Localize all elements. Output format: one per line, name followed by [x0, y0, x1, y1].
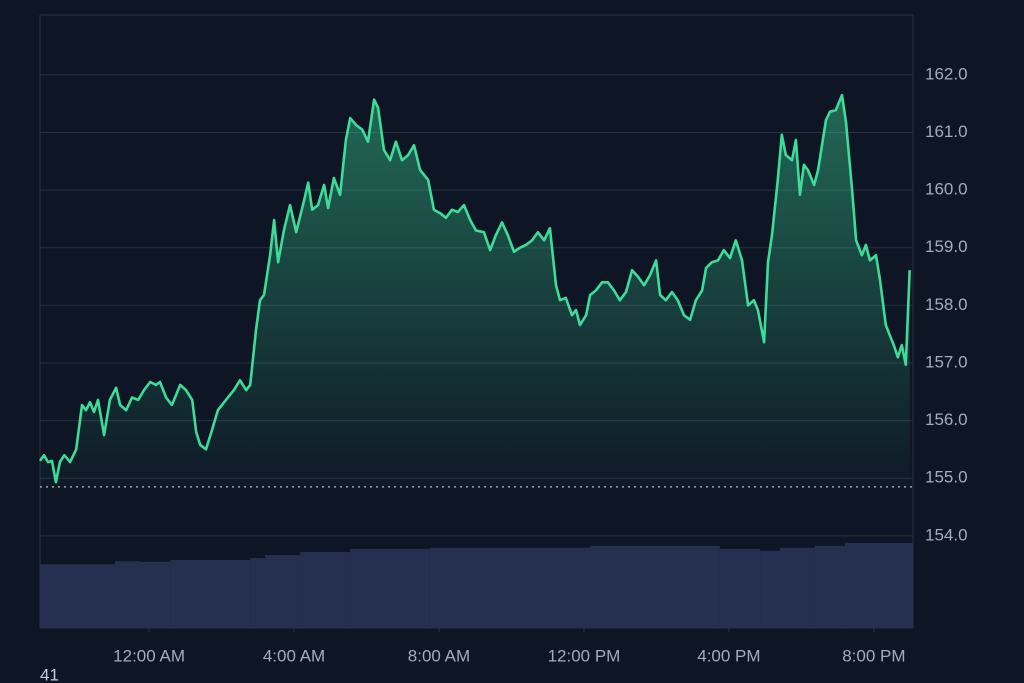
annotation: 41 — [40, 665, 59, 683]
y-tick-label: 159.0 — [925, 237, 968, 256]
volume-bar — [780, 547, 815, 628]
y-tick-label: 162.0 — [925, 64, 968, 83]
y-tick-label: 158.0 — [925, 295, 968, 314]
volume-bar — [814, 545, 845, 628]
volume-bar — [844, 542, 913, 628]
volume-bar — [140, 561, 171, 628]
y-tick-label: 155.0 — [925, 468, 968, 487]
volume-bar — [760, 550, 781, 628]
volume-bar — [40, 564, 116, 628]
price-line — [38, 93, 911, 484]
y-tick-label: 161.0 — [925, 122, 968, 141]
y-tick-label: 160.0 — [925, 180, 968, 199]
volume-bar — [429, 547, 591, 628]
y-tick-label: 157.0 — [925, 352, 968, 371]
volume-bar — [115, 561, 141, 628]
x-tick-label: 4:00 PM — [697, 646, 760, 665]
volume-bar — [265, 555, 301, 628]
x-tick-label: 4:00 AM — [263, 646, 325, 665]
volume-bar — [250, 558, 266, 628]
area-fill — [40, 95, 910, 487]
volume-bar — [719, 548, 761, 628]
volume-bar — [300, 551, 351, 628]
volume-bar — [170, 559, 251, 628]
x-tick-label: 8:00 PM — [842, 646, 905, 665]
y-tick-label: 154.0 — [925, 525, 968, 544]
x-tick-label: 12:00 PM — [548, 646, 621, 665]
x-tick-label: 8:00 AM — [408, 646, 470, 665]
volume-bar — [590, 545, 720, 628]
y-tick-label: 156.0 — [925, 410, 968, 429]
x-tick-label: 12:00 AM — [113, 646, 185, 665]
volume-bar — [350, 548, 430, 628]
